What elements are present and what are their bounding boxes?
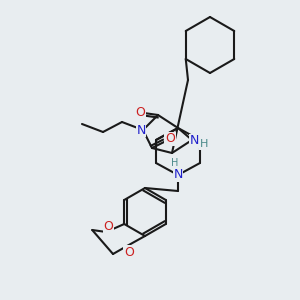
Text: N: N [173, 169, 183, 182]
Text: O: O [103, 220, 113, 232]
Text: O: O [135, 106, 145, 118]
Text: N: N [189, 134, 199, 148]
Text: O: O [124, 245, 134, 259]
Text: N: N [136, 124, 146, 136]
Text: H: H [200, 139, 208, 149]
Text: H: H [171, 158, 179, 168]
Text: O: O [165, 133, 175, 146]
